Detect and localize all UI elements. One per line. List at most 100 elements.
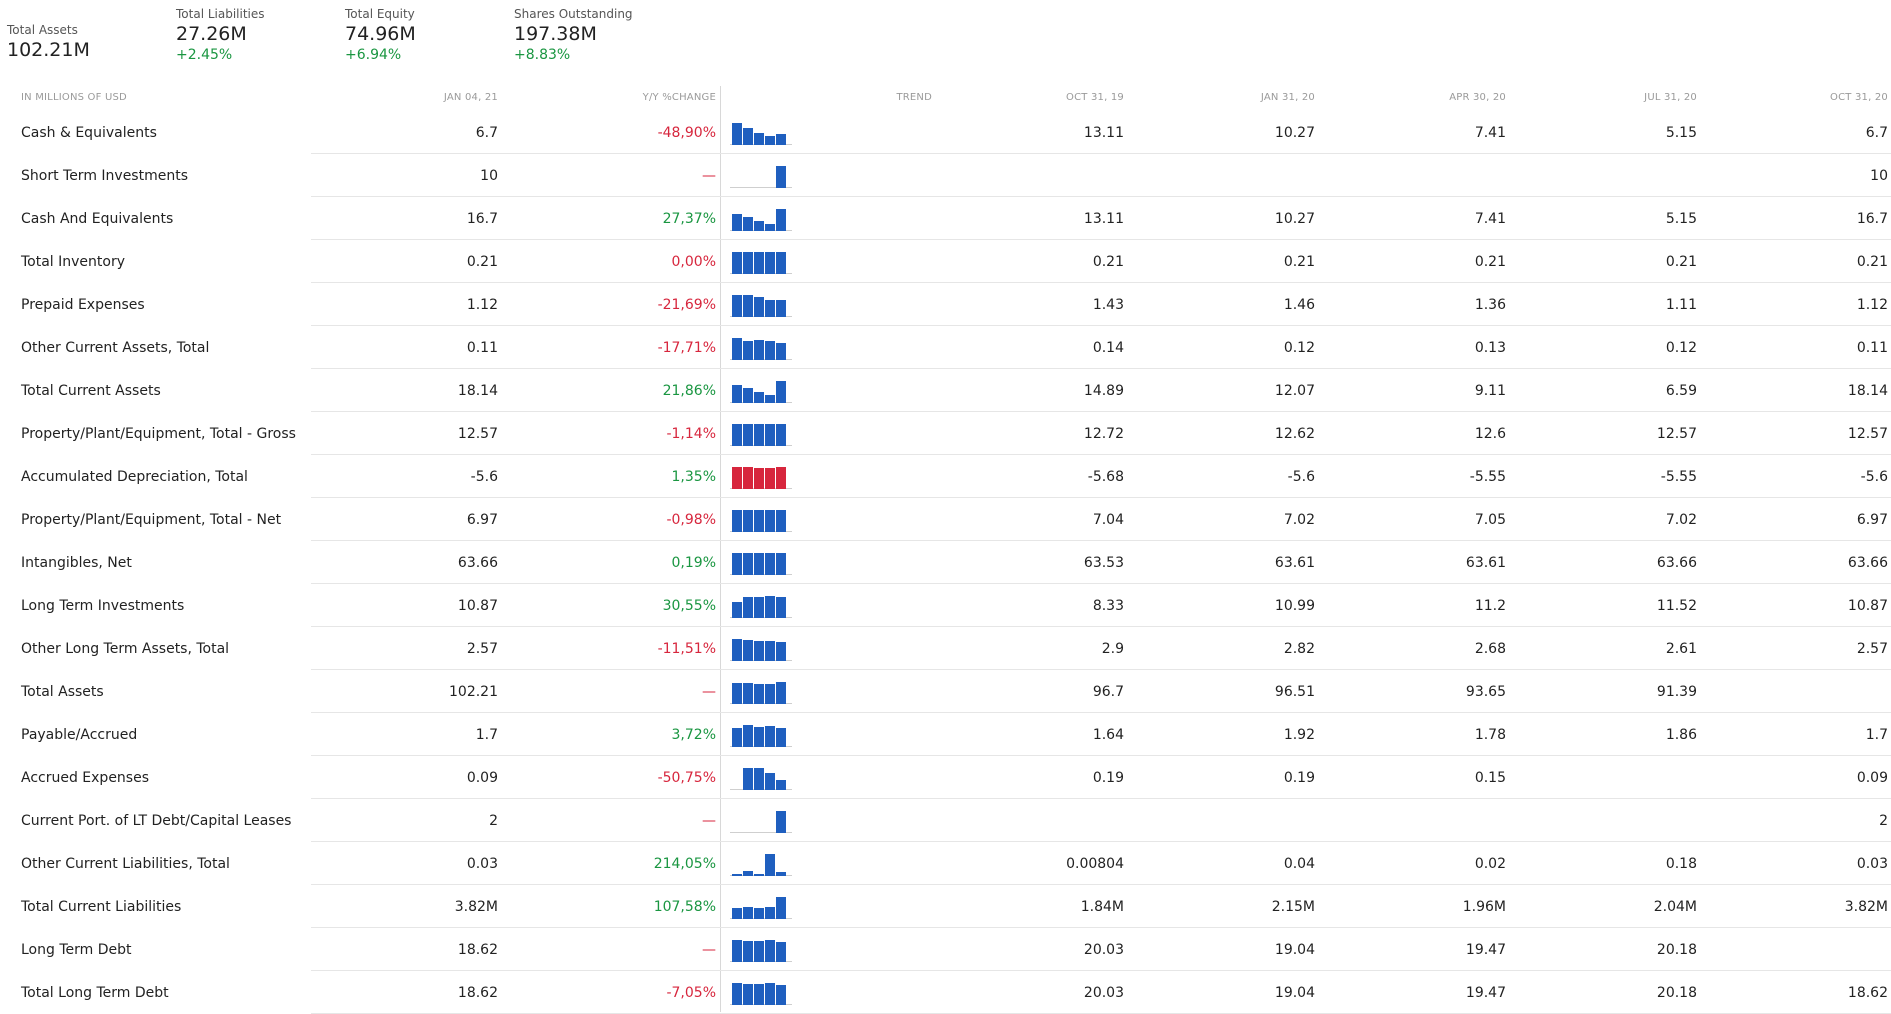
- sparkline-bar: [754, 221, 764, 231]
- latest-value: -5.6: [470, 469, 498, 485]
- metric-value: 74.96M: [345, 23, 416, 45]
- sparkline-bar: [754, 727, 764, 747]
- latest-value: 2.57: [466, 641, 498, 657]
- period-value: 0.21: [1856, 254, 1888, 270]
- yoy-change: -7,05%: [666, 985, 716, 1001]
- sparkline-bar: [754, 553, 764, 575]
- period-value: 5.15: [1665, 125, 1697, 141]
- trend-sparkline: [730, 764, 792, 792]
- period-value: 2.04M: [1653, 899, 1697, 915]
- sparkline-bar: [776, 872, 786, 876]
- period-value: 1.78: [1474, 727, 1506, 743]
- sparkline-bar: [732, 295, 742, 317]
- row-label: Total Assets: [21, 684, 104, 700]
- metric-label: Total Assets: [7, 23, 78, 37]
- period-value: 7.02: [1665, 512, 1697, 528]
- row-divider: [311, 970, 1891, 971]
- row-label: Other Long Term Assets, Total: [21, 641, 230, 657]
- sparkline-bar: [765, 468, 775, 489]
- period-value: 20.18: [1656, 985, 1697, 1001]
- period-value: 12.72: [1083, 426, 1124, 442]
- period-value: 1.36: [1474, 297, 1506, 313]
- table-row: Total Assets 102.21 — 96.7 96.51 93.65 91.39: [0, 670, 1891, 713]
- period-value: 20.03: [1083, 942, 1124, 958]
- trend-sparkline: [730, 850, 792, 878]
- row-label: Short Term Investments: [21, 168, 188, 184]
- latest-value: 102.21: [449, 684, 498, 700]
- period-value: 2.68: [1474, 641, 1506, 657]
- trend-sparkline: [730, 549, 792, 577]
- sparkline-bar: [754, 340, 764, 360]
- period-value: 91.39: [1656, 684, 1697, 700]
- latest-value: 0.11: [466, 340, 498, 356]
- metric-shares-outstanding: Shares Outstanding 197.38M +8.83%: [514, 6, 633, 64]
- sparkline-bar: [765, 641, 775, 661]
- period-value: -5.55: [1660, 469, 1697, 485]
- table-row: Total Current Liabilities 3.82M 107,58% 1.8…: [0, 885, 1891, 928]
- sparkline-baseline: [730, 832, 792, 833]
- sparkline-bar: [732, 639, 742, 661]
- sparkline-bar: [776, 897, 786, 919]
- latest-value: 3.82M: [454, 899, 498, 915]
- period-value: 18.62: [1847, 985, 1888, 1001]
- row-label: Total Long Term Debt: [21, 985, 169, 1001]
- sparkline-bar: [765, 983, 775, 1005]
- yoy-change: -11,51%: [657, 641, 716, 657]
- trend-sparkline: [730, 893, 792, 921]
- row-divider: [311, 669, 1891, 670]
- header-units: IN MILLIONS OF USD: [21, 92, 127, 103]
- row-label: Property/Plant/Equipment, Total - Net: [21, 512, 282, 528]
- period-value: 10.99: [1274, 598, 1315, 614]
- trend-sparkline: [730, 721, 792, 749]
- metric-total-liabilities: Total Liabilities 27.26M +2.45%: [176, 6, 265, 64]
- table-row: Cash & Equivalents 6.7 -48,90% 13.11 10.27 7.…: [0, 111, 1891, 154]
- table-row: Property/Plant/Equipment, Total - Gross 1…: [0, 412, 1891, 455]
- yoy-change: 0,00%: [671, 254, 716, 270]
- row-label: Long Term Investments: [21, 598, 185, 614]
- period-value: -5.68: [1087, 469, 1124, 485]
- period-value: 19.04: [1274, 942, 1315, 958]
- row-divider: [311, 841, 1891, 842]
- sparkline-bar: [765, 553, 775, 575]
- row-divider: [311, 239, 1891, 240]
- table-row: Cash And Equivalents 16.7 27,37% 13.11 10.27…: [0, 197, 1891, 240]
- sparkline-bar: [765, 300, 775, 317]
- sparkline-bar: [776, 252, 786, 274]
- sparkline-bar: [732, 123, 742, 145]
- sparkline-bar: [743, 725, 753, 747]
- sparkline-bar: [776, 510, 786, 532]
- period-value: 63.53: [1083, 555, 1124, 571]
- sparkline-bar: [776, 343, 786, 360]
- yoy-change: 214,05%: [653, 856, 716, 872]
- row-divider: [311, 325, 1891, 326]
- row-label: Property/Plant/Equipment, Total - Gross: [21, 426, 296, 442]
- row-divider: [311, 712, 1891, 713]
- sparkline-baseline: [730, 187, 792, 188]
- period-value: 0.12: [1283, 340, 1315, 356]
- row-divider: [311, 282, 1891, 283]
- sparkline-bar: [732, 510, 742, 532]
- period-value: 19.04: [1274, 985, 1315, 1001]
- row-divider: [311, 196, 1891, 197]
- trend-sparkline: [730, 635, 792, 663]
- period-value: 11.2: [1474, 598, 1506, 614]
- sparkline-bar: [765, 907, 775, 919]
- row-label: Intangibles, Net: [21, 555, 132, 571]
- trend-sparkline: [730, 420, 792, 448]
- period-value: -5.6: [1287, 469, 1315, 485]
- metric-total-assets: Total Assets 102.21M: [7, 22, 90, 62]
- row-divider: [311, 540, 1891, 541]
- sparkline-bar: [743, 217, 753, 231]
- latest-value: 16.7: [466, 211, 498, 227]
- sparkline-bar: [765, 136, 775, 145]
- period-value: 3.82M: [1844, 899, 1888, 915]
- table-row: Other Current Liabilities, Total 0.03 214,…: [0, 842, 1891, 885]
- period-value: 6.7: [1865, 125, 1888, 141]
- sparkline-bar: [765, 252, 775, 274]
- metric-label: Total Equity: [345, 7, 415, 21]
- header-yoy-change: Y/Y %CHANGE: [642, 92, 716, 103]
- metric-value: 102.21M: [7, 39, 90, 61]
- period-value: 1.7: [1865, 727, 1888, 743]
- sparkline-bar: [743, 984, 753, 1005]
- row-label: Payable/Accrued: [21, 727, 138, 743]
